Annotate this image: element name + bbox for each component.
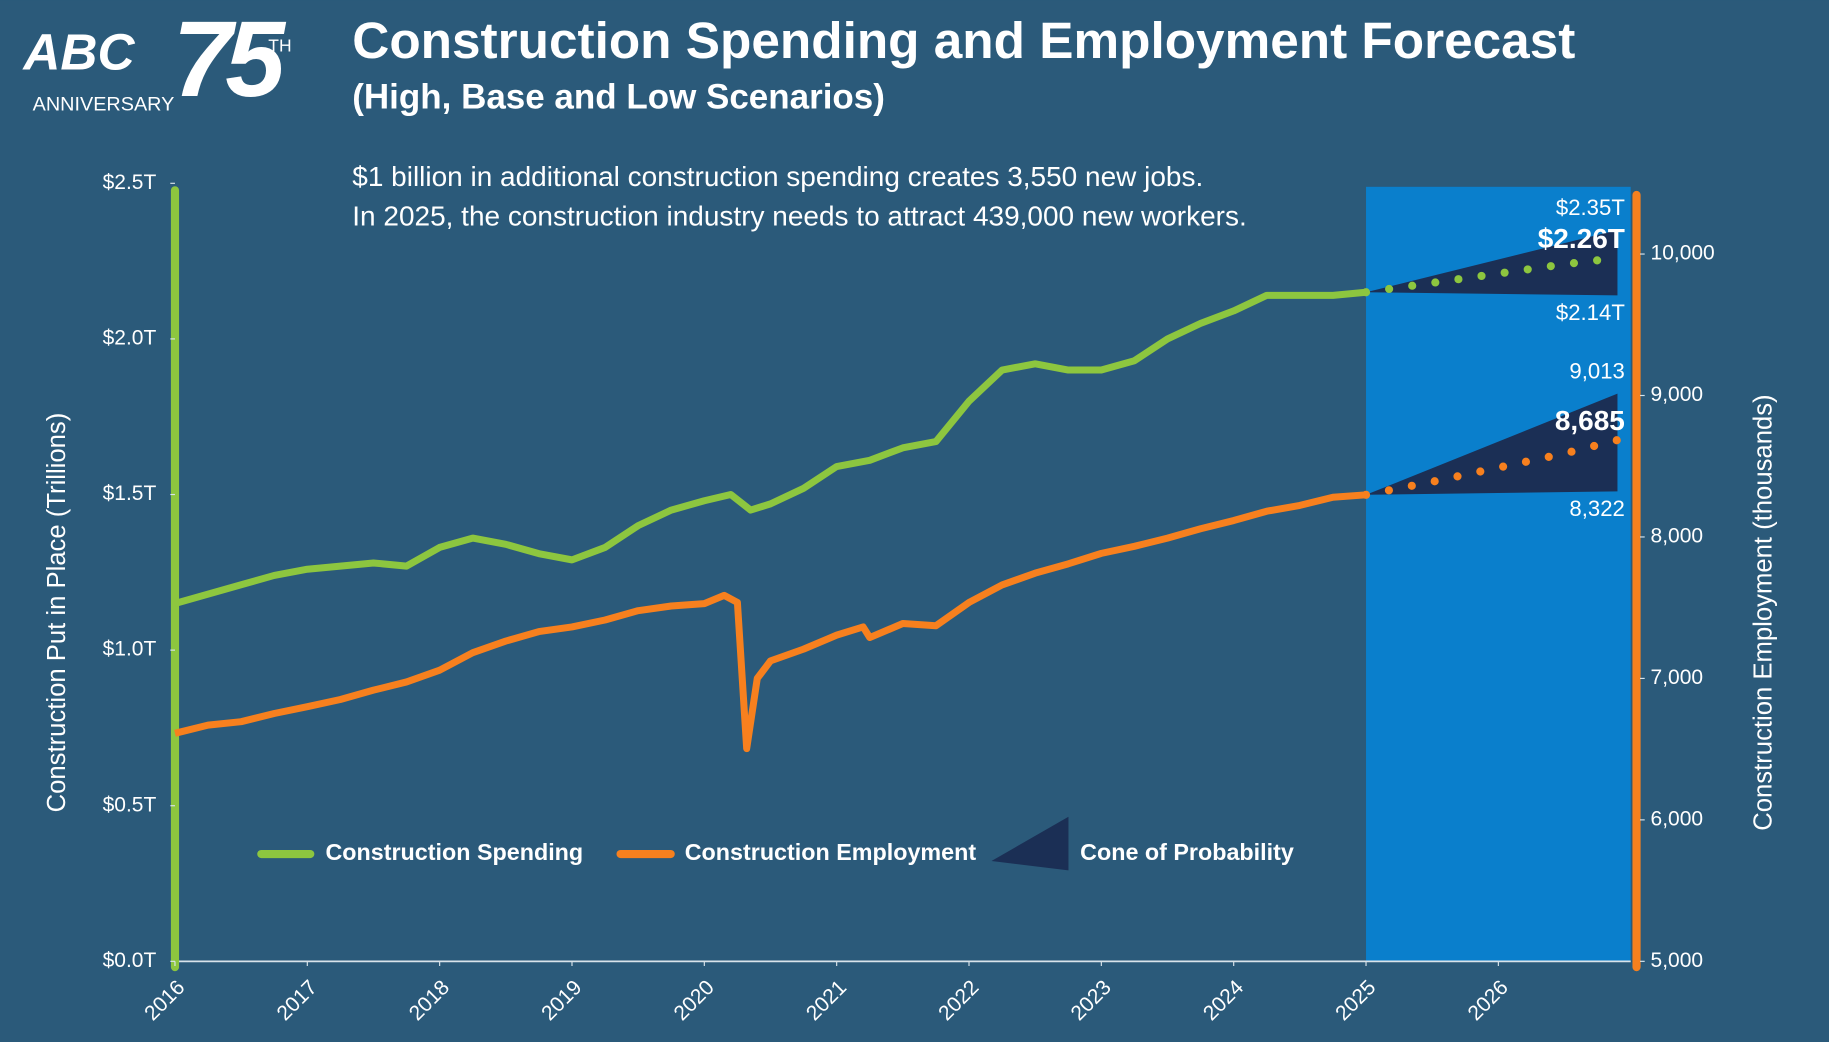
legend-label: Construction Spending [325, 839, 583, 865]
low-label: 8,322 [1569, 496, 1624, 521]
y2-tick-label: 8,000 [1651, 525, 1704, 548]
high-label: 9,013 [1569, 359, 1624, 384]
legend-label: Cone of Probability [1080, 839, 1294, 865]
logo-suffix: TH [268, 35, 291, 55]
y2-tick-label: 7,000 [1651, 666, 1704, 689]
forecast-line [1361, 435, 1622, 499]
y2-axis-label: Construction Employment (thousands) [1750, 394, 1778, 830]
value-label: 8,685 [1555, 405, 1625, 436]
y-tick-label: $2.5T [103, 171, 157, 194]
high-label: $2.35T [1556, 195, 1625, 220]
y2-tick-label: 6,000 [1651, 807, 1704, 830]
line [174, 491, 1367, 753]
y-tick-label: $0.0T [103, 949, 157, 972]
y-tick-label: $1.5T [103, 482, 157, 505]
cone [1366, 229, 1618, 296]
y-tick-label: $2.0T [103, 326, 157, 349]
y2-tick-label: 5,000 [1651, 949, 1704, 972]
logo: ABC 75 TH ANNIVERSARY [21, 0, 293, 119]
low-label: $2.14T [1556, 300, 1625, 325]
line [174, 288, 1367, 607]
cone [1366, 393, 1618, 495]
forecast-line [1361, 253, 1622, 297]
y2-tick-label: 10,000 [1651, 242, 1715, 265]
y-tick-label: $1.0T [103, 638, 157, 661]
annotation: $1 billion in additional construction sp… [352, 161, 1203, 192]
value-label: $2.26T [1538, 223, 1625, 254]
legend-swatch [991, 816, 1069, 871]
y-axis-label: Construction Put in Place (Trillions) [43, 413, 71, 813]
logo-name: ABC [21, 24, 135, 81]
logo-number: 75 [173, 0, 287, 119]
logo-tagline: ANNIVERSARY [33, 93, 175, 115]
legend-label: Construction Employment [685, 839, 977, 865]
chart-title: Construction Spending and Employment For… [352, 12, 1575, 69]
y-tick-label: $0.5T [103, 793, 157, 816]
chart-subtitle: (High, Base and Low Scenarios) [352, 78, 885, 117]
forecast-region [1366, 186, 1631, 962]
annotation: In 2025, the construction industry needs… [352, 201, 1246, 232]
y2-tick-label: 9,000 [1651, 383, 1704, 406]
